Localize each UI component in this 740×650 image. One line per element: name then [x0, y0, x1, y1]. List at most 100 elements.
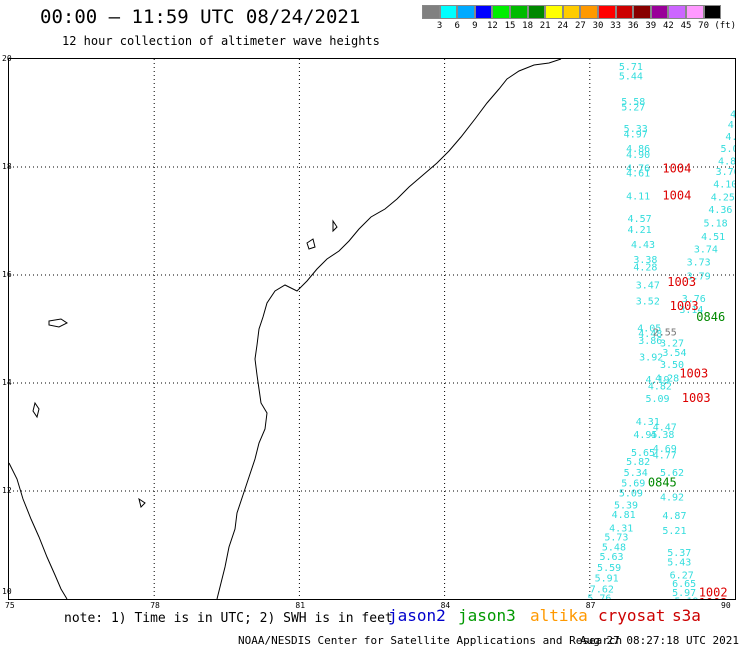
lat-tick-label: 10: [2, 587, 12, 596]
wave-height-label: 5.39: [614, 500, 638, 511]
wave-height-label: 4.43: [631, 240, 655, 251]
wave-height-label: 5.71: [619, 62, 643, 73]
pressure-or-time-label: 1004: [662, 161, 691, 175]
legend-label: 21: [539, 21, 551, 31]
pressure-or-time-label: 1003: [667, 275, 696, 289]
wave-height-label: 4.: [728, 120, 735, 131]
wave-height-label: 3.27: [660, 338, 684, 349]
wave-height-label: 4.77: [653, 451, 677, 462]
wave-height-label: 4.95: [633, 430, 657, 441]
wave-height-label: 4.69: [653, 444, 677, 455]
satellite-label-jason2: jason2: [388, 606, 446, 625]
wave-height-label: 4.28: [633, 263, 657, 274]
color-legend: [422, 5, 722, 19]
wave-height-label: 4.97: [624, 129, 648, 140]
island: [48, 318, 68, 328]
legend-label: 18: [522, 21, 534, 31]
island: [306, 238, 316, 250]
map-frame: 5.71 5.44 5.58 5.27 5.33 4.97 4.86 4.90 4.76 4.61…: [8, 58, 740, 616]
wave-height-label: 3.86: [638, 336, 662, 347]
legend-label: 45: [680, 21, 692, 31]
wave-height-label: 5.73: [604, 533, 628, 544]
wave-height-label: 3.92: [639, 352, 663, 363]
wave-height-label: 4.82: [648, 381, 672, 392]
legend-label: 30: [592, 21, 604, 31]
legend-swatch: [492, 5, 510, 19]
wave-height-label: 4.10: [713, 180, 735, 191]
wave-height-label: 5.21: [662, 526, 686, 537]
legend-label: 39: [645, 21, 657, 31]
wave-height-label: 4.84: [718, 156, 735, 167]
legend-label: 36: [627, 21, 639, 31]
wave-height-label: 6.27: [670, 570, 694, 581]
wave-height-label: 6.65: [672, 579, 696, 590]
lon-tick-label: 84: [440, 601, 451, 610]
map-canvas: 5.715.445.585.275.334.974.864.904.764.61…: [8, 58, 740, 616]
wave-height-label: 4.81: [612, 510, 636, 521]
legend-swatch: [422, 5, 440, 19]
wave-height-label: 5.58: [621, 97, 645, 108]
wave-height-label: 5.27: [621, 102, 645, 113]
pressure-or-time-label: 1002: [699, 585, 728, 599]
wave-height-label: 4.31: [609, 524, 633, 535]
lon-tick-label: 90: [721, 601, 731, 610]
legend-swatch: [615, 5, 634, 19]
lon-tick-label: 81: [295, 601, 306, 610]
wave-height-label: 3.50: [660, 360, 684, 371]
pressure-or-time-label: 0846: [696, 310, 725, 324]
island: [138, 497, 146, 508]
credit-line: NOAA/NESDIS Center for Satellite Applica…: [238, 634, 623, 647]
lon-tick-label: 75: [5, 601, 15, 610]
legend-labels: 3 6 9 12 15 18 21 24 27 30 33 36 39 42 45 70 (ft): [422, 21, 740, 33]
wave-height-label: 3.14: [679, 305, 703, 316]
wave-height-label: 5.97: [672, 588, 696, 599]
legend-swatch: [509, 5, 528, 19]
wave-height-label: 3.73: [687, 257, 711, 268]
wave-height-label: 4.86: [626, 144, 650, 155]
legend-swatch: [703, 5, 722, 19]
wave-height-label: 7.62: [590, 585, 614, 596]
wave-height-label: 4.61: [626, 169, 650, 180]
wave-height-label: 4.11: [626, 191, 650, 202]
wave-height-label: 5.63: [599, 552, 623, 563]
lat-tick-label: 16: [2, 270, 12, 279]
satellite-label-s3a: s3a: [672, 606, 701, 625]
satellite-label-altika: altika: [530, 606, 588, 625]
wave-height-label: 4.19: [645, 375, 669, 386]
legend-label: 24: [557, 21, 569, 31]
wave-height-label: 4: [730, 109, 735, 120]
wave-height-label: 5.34: [624, 468, 648, 479]
legend-label: 42: [662, 21, 674, 31]
legend-swatch: [562, 5, 581, 19]
wave-height-label: 4.48: [638, 329, 662, 340]
wave-height-label: 5.43: [667, 558, 691, 569]
wave-height-label: 5.37: [667, 548, 691, 559]
wave-height-values: 5.715.445.585.275.334.974.864.904.764.61…: [585, 62, 740, 616]
map-title: 00:00 – 11:59 UTC 08/24/2021: [40, 6, 361, 28]
pressure-or-time-label: 1004: [662, 188, 691, 202]
island: [32, 401, 40, 419]
legend-swatch: [439, 5, 458, 19]
wave-height-label: 3.54: [662, 348, 686, 359]
satellite-label-jason3: jason3: [458, 606, 516, 625]
legend-swatch: [580, 5, 598, 19]
wave-height-label: 5.69: [621, 479, 645, 490]
wave-height-label: 5.33: [624, 124, 648, 135]
pressure-or-time-label: 1003: [682, 391, 711, 405]
wave-height-label: 4.31: [636, 417, 660, 428]
wave-height-label: 3.76: [682, 294, 706, 305]
wave-height-label: 3.52: [636, 297, 660, 308]
legend-label: 27: [574, 21, 586, 31]
wave-height-label: 4.8: [725, 132, 735, 143]
legend-label: 33: [610, 21, 622, 31]
wave-height-label: 3.74: [694, 244, 718, 255]
wave-height-label: 5.01: [720, 144, 735, 155]
lat-lon-grid: [9, 59, 735, 599]
wave-height-label: 5.44: [619, 72, 643, 83]
wave-height-label: 5.76: [587, 594, 611, 599]
lon-tick-label: 87: [585, 601, 596, 610]
wave-height-label: 4.92: [660, 493, 684, 504]
legend-swatch: [527, 5, 546, 19]
legend-swatch: [685, 5, 704, 19]
wave-height-label: 5.48: [602, 542, 626, 553]
